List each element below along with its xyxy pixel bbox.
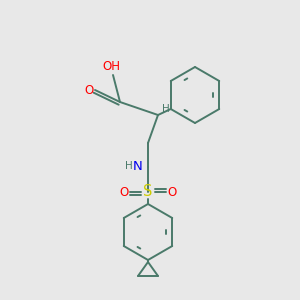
Text: O: O bbox=[167, 185, 177, 199]
Text: N: N bbox=[133, 160, 143, 173]
Text: O: O bbox=[84, 83, 94, 97]
Text: O: O bbox=[119, 185, 129, 199]
Text: S: S bbox=[143, 184, 153, 200]
Text: H: H bbox=[125, 161, 133, 171]
Text: H: H bbox=[162, 104, 170, 114]
Text: OH: OH bbox=[102, 61, 120, 74]
